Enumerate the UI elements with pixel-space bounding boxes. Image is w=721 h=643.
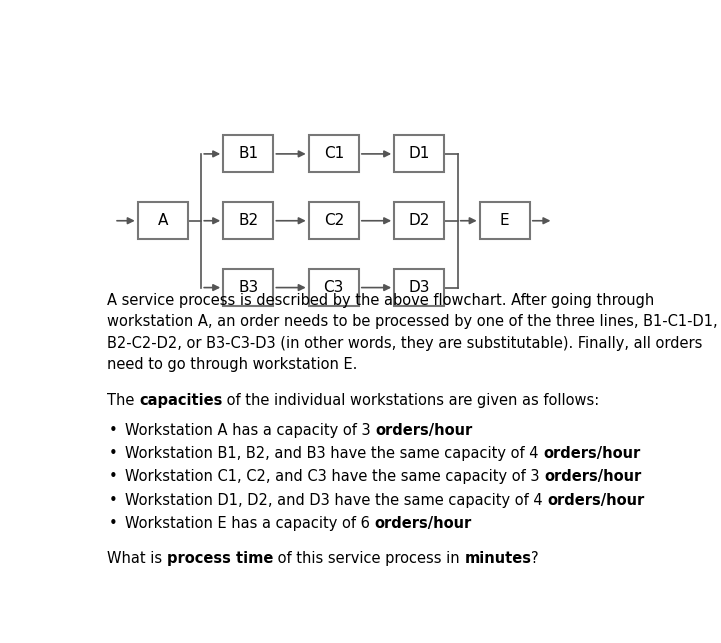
FancyBboxPatch shape bbox=[223, 269, 273, 306]
Text: •: • bbox=[109, 446, 118, 461]
Text: •: • bbox=[109, 516, 118, 531]
Text: capacities: capacities bbox=[139, 393, 222, 408]
FancyBboxPatch shape bbox=[394, 135, 444, 172]
Text: of the individual workstations are given as follows:: of the individual workstations are given… bbox=[222, 393, 600, 408]
Text: orders/hour: orders/hour bbox=[544, 469, 642, 484]
Text: B3: B3 bbox=[238, 280, 258, 295]
FancyBboxPatch shape bbox=[309, 269, 359, 306]
Text: The: The bbox=[107, 393, 139, 408]
Text: D2: D2 bbox=[409, 213, 430, 228]
Text: minutes: minutes bbox=[464, 552, 531, 566]
Text: C2: C2 bbox=[324, 213, 344, 228]
FancyBboxPatch shape bbox=[394, 202, 444, 239]
Text: Workstation B1, B2, and B3 have the same capacity of 4: Workstation B1, B2, and B3 have the same… bbox=[125, 446, 544, 461]
Text: •: • bbox=[109, 469, 118, 484]
FancyBboxPatch shape bbox=[309, 202, 359, 239]
Text: C1: C1 bbox=[324, 147, 344, 161]
Text: Workstation A has a capacity of 3: Workstation A has a capacity of 3 bbox=[125, 422, 376, 438]
Text: Workstation E has a capacity of 6: Workstation E has a capacity of 6 bbox=[125, 516, 375, 531]
Text: process time: process time bbox=[167, 552, 273, 566]
Text: Workstation D1, D2, and D3 have the same capacity of 4: Workstation D1, D2, and D3 have the same… bbox=[125, 493, 547, 507]
FancyBboxPatch shape bbox=[223, 202, 273, 239]
Text: D3: D3 bbox=[409, 280, 430, 295]
Text: •: • bbox=[109, 493, 118, 507]
Text: C3: C3 bbox=[324, 280, 344, 295]
FancyBboxPatch shape bbox=[479, 202, 530, 239]
Text: of this service process in: of this service process in bbox=[273, 552, 464, 566]
Text: B1: B1 bbox=[238, 147, 258, 161]
Text: orders/hour: orders/hour bbox=[375, 516, 472, 531]
Text: orders/hour: orders/hour bbox=[547, 493, 645, 507]
Text: Workstation C1, C2, and C3 have the same capacity of 3: Workstation C1, C2, and C3 have the same… bbox=[125, 469, 544, 484]
Text: orders/hour: orders/hour bbox=[544, 446, 641, 461]
Text: B2: B2 bbox=[238, 213, 258, 228]
Text: A service process is described by the above flowchart. After going through
works: A service process is described by the ab… bbox=[107, 293, 717, 372]
Text: D1: D1 bbox=[409, 147, 430, 161]
Text: A: A bbox=[158, 213, 168, 228]
Text: ?: ? bbox=[531, 552, 539, 566]
Text: orders/hour: orders/hour bbox=[376, 422, 473, 438]
FancyBboxPatch shape bbox=[223, 135, 273, 172]
FancyBboxPatch shape bbox=[309, 135, 359, 172]
Text: E: E bbox=[500, 213, 510, 228]
FancyBboxPatch shape bbox=[394, 269, 444, 306]
Text: •: • bbox=[109, 422, 118, 438]
FancyBboxPatch shape bbox=[138, 202, 188, 239]
Text: What is: What is bbox=[107, 552, 167, 566]
